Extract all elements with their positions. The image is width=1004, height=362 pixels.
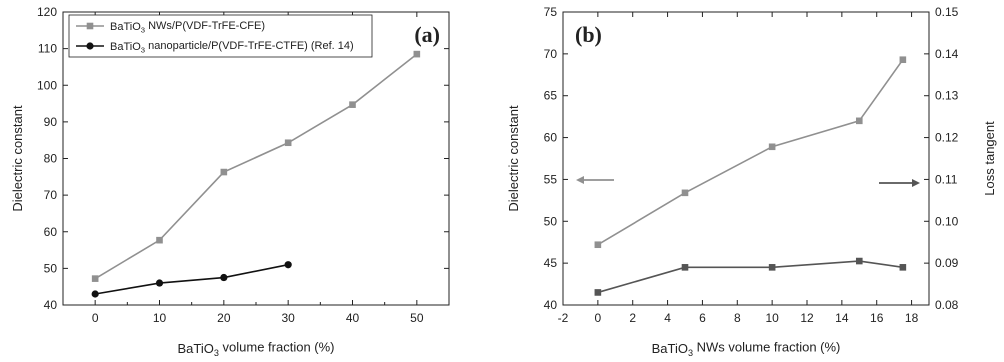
chart-b-arrow-right-head — [912, 179, 920, 187]
chart-a-y-tick-label: 90 — [44, 115, 58, 129]
chart-a-series-1-point — [220, 168, 228, 176]
chart-b-series-2-point — [768, 264, 776, 271]
chart-a: 0 10 20 30 40 50 40 50 60 70 80 90 100 110 120 BaTiO3 v… — [10, 5, 450, 359]
chart-b-x-tick-label: 10 — [765, 311, 779, 325]
chart-a-y-tick-label: 110 — [38, 42, 57, 56]
chart-a-x-tick-label: 50 — [410, 311, 424, 325]
chart-a-series-1-point — [413, 50, 421, 58]
chart-a-y-tick-label: 60 — [44, 225, 58, 239]
chart-b-x-tick-label: 16 — [870, 311, 884, 325]
chart-b-series-1-point — [768, 143, 776, 151]
chart-b-series-1-point — [681, 189, 689, 197]
chart-a-series-1 — [91, 50, 421, 282]
chart-b-y2-axis-title: Loss tangent — [982, 121, 997, 196]
chart-a-x-tick-label: 20 — [217, 311, 231, 325]
chart-a-legend-label: BaTiO3 nanoparticle/P(VDF-TrFE-CTFE) (Re… — [110, 40, 354, 55]
chart-b-x-tick-label: 18 — [905, 311, 919, 325]
chart-a-series-2-point — [91, 290, 99, 298]
chart-b-y-tick-label: 60 — [544, 131, 558, 145]
chart-b-x-axis-title: BaTiO3 NWs volume fraction (%) — [652, 340, 841, 359]
chart-b-series-1 — [594, 56, 907, 249]
chart-a-series-1-line — [94, 53, 418, 280]
chart-a-series-2 — [91, 261, 292, 298]
chart-b-y2-tick-label: 0.09 — [935, 256, 959, 270]
chart-b-x-tick-label: -2 — [558, 311, 569, 325]
chart-b-panel-label: (b) — [575, 22, 602, 47]
chart-b-arrow-right — [879, 179, 920, 187]
chart-b-frame — [562, 11, 930, 306]
chart-a-y-axis-title: Dielectric constant — [10, 105, 25, 212]
chart-a-x-tick-label: 10 — [153, 311, 167, 325]
chart-a-series-1-point — [156, 236, 163, 244]
chart-b-series-2 — [594, 257, 907, 296]
chart-a-x-tick-label: 0 — [92, 311, 99, 325]
chart-b-series-2-point — [594, 289, 602, 296]
chart-b-series-1-point — [899, 56, 907, 64]
chart-a-y-tick-label: 70 — [44, 188, 58, 202]
chart-a-legend-marker — [86, 42, 94, 50]
chart-b-y2-tick-label: 0.12 — [935, 131, 959, 145]
chart-b-y-tick-label: 40 — [544, 298, 558, 312]
chart-b-series-2-point — [899, 264, 907, 271]
chart-a-legend-marker — [86, 22, 94, 30]
chart-a-series-1-point — [284, 139, 292, 147]
chart-b-x-tick-label: 4 — [664, 311, 671, 325]
chart-b-x-tick-label: 8 — [734, 311, 741, 325]
chart-b-series-1-point — [594, 241, 602, 249]
chart-b-series-2-point — [855, 257, 863, 265]
chart-b-y2-tick-label: 0.08 — [935, 298, 959, 312]
chart-a-y-tick-label: 120 — [37, 5, 57, 19]
chart-b-series-1-line — [597, 59, 904, 246]
chart-b-series-2-point — [681, 264, 689, 271]
chart-a-series-2-point — [155, 279, 164, 287]
chart-b-y-tick-label: 70 — [544, 47, 558, 61]
chart-b-x-tick-label: 12 — [800, 311, 814, 325]
chart-a-x-axis-title: BaTiO3 volume fraction (%) — [177, 340, 334, 359]
chart-b-y-axis-title: Dielectric constant — [506, 105, 521, 212]
chart-b-y2-tick-label: 0.15 — [935, 5, 959, 19]
chart-a-legend-box — [68, 14, 373, 58]
chart-b-arrow-left — [576, 176, 614, 184]
chart-b-y2-tick-label: 0.11 — [935, 172, 958, 186]
chart-a-y-tick-label: 40 — [44, 298, 58, 312]
chart-b-arrow-left-head — [576, 176, 584, 184]
chart-a-series-2-point — [284, 261, 292, 269]
chart-b: -2 0 2 4 6 8 10 12 14 16 18 40 45 50 55 60 65 70 75 0.08 0.0… — [506, 5, 997, 358]
chart-b-y2-tick-label: 0.14 — [935, 47, 959, 61]
chart-b-y2-tick-label: 0.13 — [935, 89, 959, 103]
chart-b-y-tick-label: 75 — [544, 5, 558, 19]
chart-b-y-tick-label: 55 — [544, 172, 558, 186]
chart-b-x-tick-label: 2 — [629, 311, 636, 325]
chart-b-y2-tick-label: 0.10 — [935, 214, 959, 228]
chart-b-x-tick-label: 0 — [595, 311, 602, 325]
chart-a-series-2-line — [95, 263, 289, 295]
chart-a-y-tick-label: 80 — [44, 152, 58, 166]
chart-a-legend: BaTiO3 NWs/P(VDF-TrFE-CFE) BaTiO3 nanopar… — [68, 14, 373, 58]
chart-a-x-tick-label: 40 — [346, 311, 360, 325]
chart-a-series-1-point — [91, 275, 99, 282]
chart-b-y-tick-label: 50 — [544, 214, 558, 228]
chart-b-y-tick-label: 65 — [544, 89, 558, 103]
chart-a-legend-label: BaTiO3 NWs/P(VDF-TrFE-CFE) — [110, 20, 265, 35]
chart-a-series-1-point — [349, 101, 356, 108]
chart-a-panel-label: (a) — [414, 22, 440, 47]
chart-a-y-tick-label: 100 — [37, 78, 57, 92]
chart-b-x-tick-label: 14 — [835, 311, 849, 325]
chart-a-series-2-point — [220, 273, 228, 282]
chart-b-series-1-point — [855, 117, 863, 125]
chart-a-x-tick-label: 30 — [281, 311, 295, 325]
chart-a-y-tick-label: 50 — [44, 261, 58, 275]
chart-b-x-tick-label: 6 — [699, 311, 706, 325]
chart-b-y-tick-label: 45 — [544, 256, 558, 270]
chart-b-series-2-line — [597, 260, 903, 294]
